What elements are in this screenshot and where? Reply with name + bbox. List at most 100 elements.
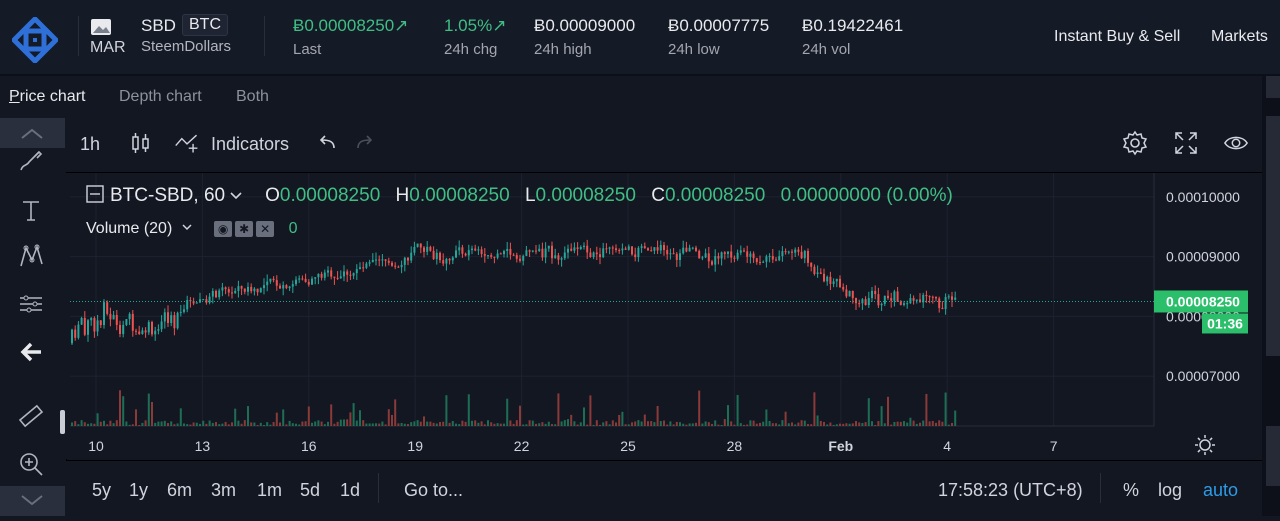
volume-bar xyxy=(717,424,720,426)
indicators-icon[interactable] xyxy=(174,130,200,156)
pair-quote-badge[interactable]: BTC xyxy=(182,14,228,36)
fullscreen-icon[interactable] xyxy=(1173,130,1199,156)
candle-body xyxy=(221,287,224,291)
candle-body xyxy=(640,246,643,248)
tab-price-chart[interactable]: Price chart xyxy=(9,88,85,106)
candle-body xyxy=(432,250,435,260)
volume-bar xyxy=(272,422,275,426)
chart-tabs: Price chart Depth chart Both xyxy=(0,76,1262,119)
range-5y-button[interactable]: 5y xyxy=(92,480,112,500)
volume-bar xyxy=(743,424,745,426)
volume-bar xyxy=(87,423,89,426)
price-chart[interactable]: 0.000100000.000090000.000080000.00007000… xyxy=(66,173,1262,459)
volume-bar xyxy=(295,423,297,426)
volume-visibility-eye-icon[interactable]: ◉ xyxy=(214,220,233,237)
chevron-down-icon[interactable] xyxy=(229,191,243,201)
volume-bar xyxy=(320,421,323,426)
volume-bar xyxy=(128,424,131,426)
volume-settings-gear-icon[interactable]: ✱ xyxy=(235,220,254,237)
chevron-down-icon[interactable] xyxy=(181,223,193,233)
indicators-button[interactable]: Indicators xyxy=(211,134,290,154)
volume-bar xyxy=(368,423,371,426)
candle-body xyxy=(768,256,771,258)
range-1d-button[interactable]: 1d xyxy=(340,480,361,500)
candle-body xyxy=(749,253,752,257)
volume-remove-close-icon[interactable]: ✕ xyxy=(256,220,275,237)
exchange-logo-icon[interactable] xyxy=(12,17,58,63)
candle-body xyxy=(87,320,89,335)
log-scale-toggle[interactable]: log xyxy=(1158,480,1183,500)
volume-bar xyxy=(554,424,557,426)
percent-scale-toggle[interactable]: % xyxy=(1123,480,1140,500)
candle-body xyxy=(666,250,669,255)
auto-scale-toggle[interactable]: auto xyxy=(1203,480,1239,500)
volume-bar xyxy=(858,422,861,426)
tab-depth-chart[interactable]: Depth chart xyxy=(119,88,202,105)
volume-bar xyxy=(583,407,585,426)
volume-label[interactable]: Volume (20) xyxy=(86,220,173,237)
range-1m-button[interactable]: 1m xyxy=(257,480,283,500)
volume-bar xyxy=(759,422,761,426)
volume-bar xyxy=(826,424,829,426)
volume-bar xyxy=(522,424,525,426)
volume-bar xyxy=(195,422,198,426)
pattern-tool-icon[interactable] xyxy=(17,242,45,270)
candle-body xyxy=(218,290,221,298)
legend-symbol[interactable]: BTC-SBD, 60 xyxy=(110,185,226,206)
candle-body xyxy=(893,291,896,301)
ruler-icon[interactable] xyxy=(17,402,45,430)
candle-body xyxy=(544,248,547,258)
tab-both[interactable]: Both xyxy=(236,88,269,105)
range-6m-button[interactable]: 6m xyxy=(167,480,193,500)
candle-body xyxy=(771,256,774,260)
nav-instant-buy-sell[interactable]: Instant Buy & Sell xyxy=(1054,28,1181,45)
volume-bar xyxy=(378,423,381,426)
settings-gear-icon[interactable] xyxy=(1122,130,1148,156)
volume-bar xyxy=(925,393,928,426)
text-tool-icon[interactable] xyxy=(17,196,45,224)
undo-icon[interactable] xyxy=(314,130,340,156)
candle-type-icon[interactable] xyxy=(128,130,154,156)
volume-bar xyxy=(663,420,665,426)
volume-bar xyxy=(109,420,112,426)
zoom-in-icon[interactable] xyxy=(17,450,45,478)
candle-body xyxy=(256,288,259,293)
volume-bar xyxy=(243,420,246,426)
brush-tool-icon[interactable] xyxy=(17,148,45,176)
range-1y-button[interactable]: 1y xyxy=(129,480,149,500)
interval-button[interactable]: 1h xyxy=(80,134,101,154)
volume-bar xyxy=(893,421,896,426)
range-5d-button[interactable]: 5d xyxy=(300,480,321,500)
clock-timezone[interactable]: 17:58:23 (UTC+8) xyxy=(938,480,1083,500)
candle-body xyxy=(506,248,509,252)
candle-body xyxy=(675,253,678,260)
redo-icon[interactable] xyxy=(352,130,378,156)
scroll-up-button[interactable] xyxy=(0,118,65,148)
volume-bar xyxy=(845,423,848,426)
candle-body xyxy=(311,278,313,285)
candle-body xyxy=(224,287,227,290)
scroll-down-button[interactable] xyxy=(0,486,65,516)
price-axis-tick-label: 0.00009000 xyxy=(1166,249,1240,265)
volume-bar xyxy=(531,420,534,426)
time-axis-settings-icon[interactable] xyxy=(1195,435,1215,455)
candle-body xyxy=(227,289,230,293)
candle-body xyxy=(330,270,333,277)
candle-body xyxy=(938,298,941,308)
volume-bar xyxy=(269,424,272,426)
candle-body xyxy=(320,273,323,278)
chart-canvas[interactable]: 0.000100000.000090000.000080000.00007000… xyxy=(66,173,1262,459)
go-to-date-button[interactable]: Go to... xyxy=(404,480,464,500)
volume-bar xyxy=(669,421,672,426)
eye-icon[interactable] xyxy=(1223,130,1249,156)
measure-tool-icon[interactable] xyxy=(17,290,45,318)
range-3m-button[interactable]: 3m xyxy=(211,480,237,500)
volume-bar xyxy=(160,421,163,426)
sun-icon-ray xyxy=(1209,449,1213,453)
volume-bar xyxy=(352,403,355,426)
back-arrow-icon[interactable] xyxy=(17,338,45,366)
collapse-legend-icon[interactable] xyxy=(86,185,104,203)
volume-bar xyxy=(535,423,537,426)
toolbar-scrollbar[interactable] xyxy=(60,410,65,434)
nav-markets[interactable]: Markets xyxy=(1211,28,1268,45)
